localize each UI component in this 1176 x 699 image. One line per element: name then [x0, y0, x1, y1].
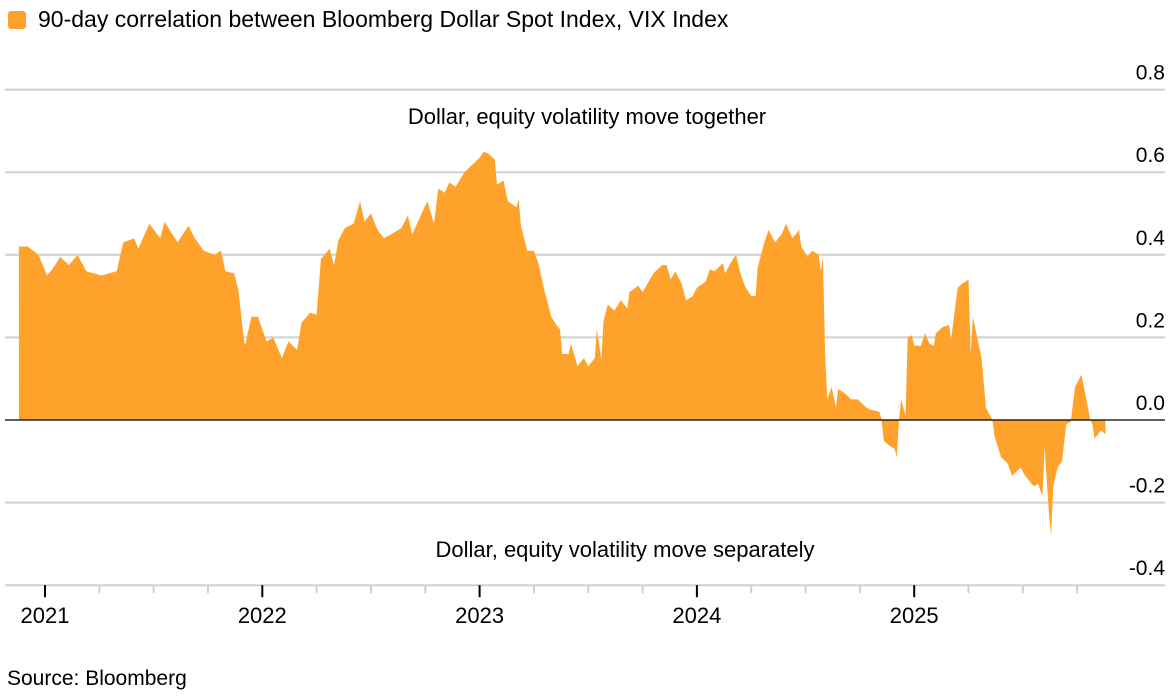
x-tick-label: 2021: [21, 603, 70, 628]
correlation-area: [18, 151, 1106, 536]
y-tick-label: 0.2: [1136, 309, 1165, 332]
y-tick-label: 0.6: [1136, 144, 1165, 167]
y-tick-label: 0.8: [1136, 62, 1165, 85]
x-tick-label: 2025: [890, 603, 939, 628]
y-tick-label: 0.4: [1136, 227, 1166, 250]
y-tick-label: -0.2: [1129, 475, 1165, 498]
annotation-separately: Dollar, equity volatility move separatel…: [435, 537, 814, 562]
x-tick-label: 2024: [672, 603, 721, 628]
y-axis: 0.8 0.6 0.4 0.2 0.0 -0.2 -0.4: [1129, 62, 1166, 581]
y-tick-label: -0.4: [1129, 557, 1166, 580]
x-axis: 2021 2022 2023 2024 2025: [21, 585, 1079, 628]
annotation-together: Dollar, equity volatility move together: [408, 104, 766, 129]
y-tick-label: 0.0: [1136, 392, 1165, 415]
legend-swatch: [8, 10, 26, 29]
legend: 90-day correlation between Bloomberg Dol…: [8, 6, 728, 33]
gridlines: [5, 88, 1165, 587]
source-note: Source: Bloomberg: [7, 667, 187, 690]
x-tick-label: 2022: [238, 603, 287, 628]
x-tick-label: 2023: [455, 603, 504, 628]
legend-label: 90-day correlation between Bloomberg Dol…: [38, 6, 729, 32]
